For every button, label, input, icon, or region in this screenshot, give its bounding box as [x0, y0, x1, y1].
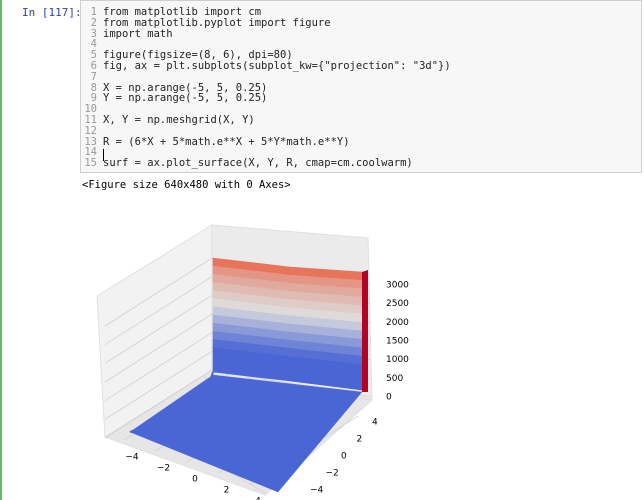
- line-number: 5: [90, 49, 97, 62]
- line-number: 9: [90, 92, 97, 105]
- line-number: 11: [84, 114, 97, 126]
- line-number: 3: [90, 27, 97, 40]
- z-tick-label: 0: [386, 393, 392, 403]
- line-number: 10: [84, 103, 97, 116]
- line-number: 13: [84, 135, 97, 148]
- line-number: 2: [90, 16, 97, 29]
- z-tick-label: 3000: [386, 281, 409, 291]
- z-tick-label: 1000: [386, 355, 409, 365]
- z-tick-label: 1500: [386, 337, 409, 347]
- line-number: 4: [90, 38, 97, 51]
- y-tick-label: 0: [341, 452, 347, 462]
- line-number: 7: [90, 70, 97, 83]
- code-line: Y = np.arange(-5, 5, 0.25): [103, 92, 268, 105]
- code-line: from matplotlib import cm: [103, 6, 262, 18]
- cell-selection-bar: [0, 0, 2, 500]
- z-tick-label: 2500: [386, 299, 409, 309]
- z-tick-label: 2000: [386, 318, 409, 328]
- line-number: 15: [84, 157, 97, 170]
- line-number: 1: [90, 6, 97, 18]
- line-number: 14: [84, 146, 97, 159]
- z-tick-label: 500: [386, 374, 403, 384]
- y-tick-label: 4: [372, 418, 378, 428]
- code-editor[interactable]: 1 from matplotlib import cm 2 from matplotl…: [80, 0, 642, 173]
- code-line: from matplotlib.pyplot import figure: [103, 16, 331, 29]
- code-line: fig, ax = plt.subplots(subplot_kw={"proj…: [103, 60, 451, 72]
- output-text: <Figure size 640x480 with 0 Axes>: [82, 179, 291, 191]
- x-tick-label: 0: [192, 475, 198, 485]
- y-tick-label: −2: [326, 469, 339, 479]
- text-cursor: [103, 149, 104, 161]
- code-line: X, Y = np.meshgrid(X, Y): [103, 114, 255, 126]
- surface-edge: [129, 371, 214, 433]
- surface: [129, 257, 368, 493]
- line-number: 6: [90, 60, 97, 72]
- code-line: X = np.arange(-5, 5, 0.25): [103, 81, 268, 94]
- line-number: 12: [84, 124, 97, 137]
- surface-corner: [362, 270, 368, 392]
- x-tick-label: −4: [125, 453, 139, 463]
- code-line: R = (6*X + 5*math.e**X + 5*Y*math.e**Y): [103, 135, 350, 148]
- x-tick-label: 2: [224, 486, 230, 496]
- y-tick-label: −4: [310, 486, 324, 496]
- x-tick-label: 4: [255, 497, 261, 500]
- code-line: figure(figsize=(8, 6), dpi=80): [103, 49, 293, 62]
- cell-prompt: In [117]:: [22, 6, 82, 19]
- y-tick-label: 2: [357, 435, 363, 445]
- x-tick-label: −2: [157, 464, 170, 474]
- code-line: surf = ax.plot_surface(X, Y, R, cmap=cm.…: [103, 157, 413, 170]
- line-number: 8: [90, 81, 97, 94]
- code-line: import math: [103, 27, 173, 40]
